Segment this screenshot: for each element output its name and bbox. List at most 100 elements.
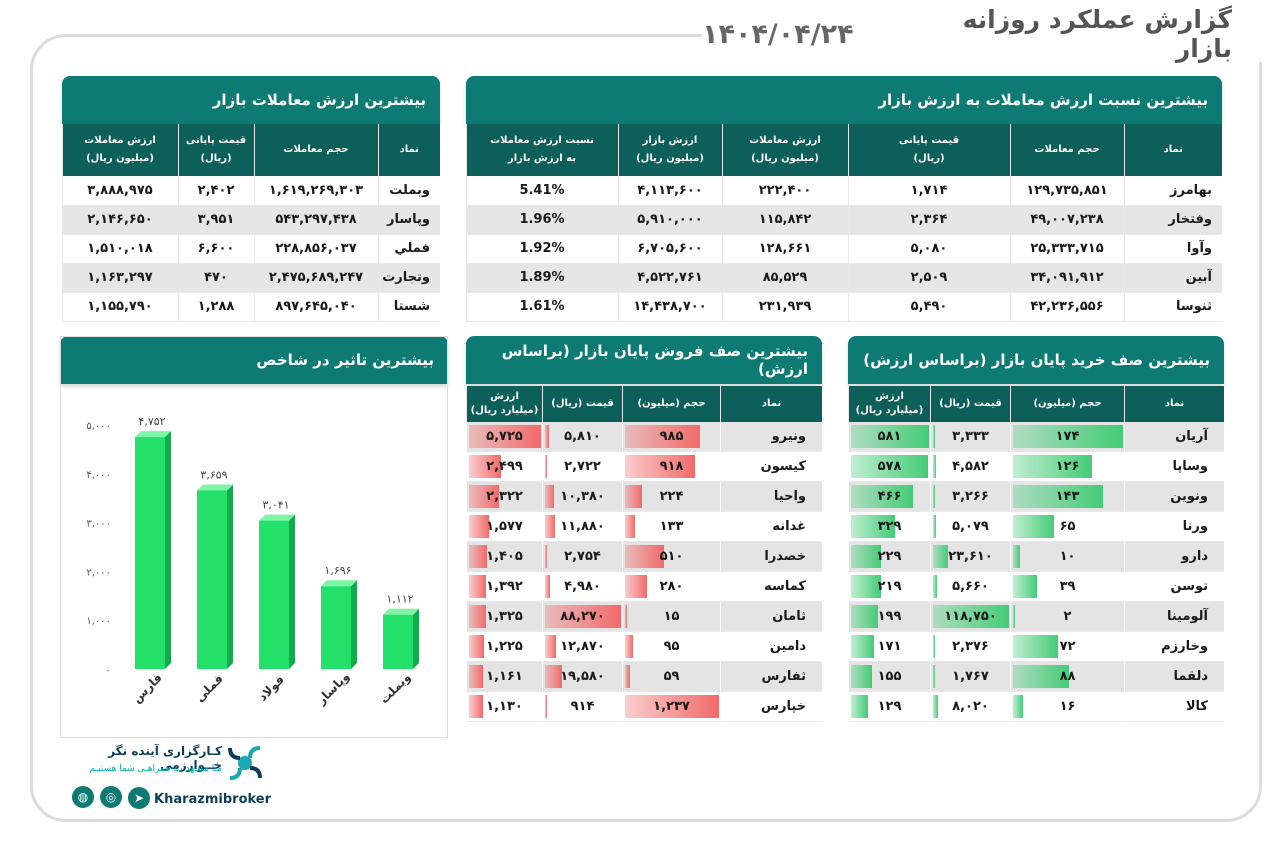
x-category-label: وبملت (377, 670, 414, 707)
top-value-col-header: نماد (377, 124, 440, 176)
bar-top (135, 431, 171, 438)
buy-queue-price-bar (933, 635, 935, 658)
buy-queue-table: نماد حجم (میلیون) قیمت (ریال) ارزش (میلیارد… (848, 386, 1224, 722)
sell-queue-vol-cell: ۹۸۵ (622, 422, 720, 452)
buy-queue-vol-cell: ۶۵ (1010, 512, 1124, 542)
buy-queue-vol-bar (1013, 545, 1020, 568)
sell-queue-val-text: ۱,۱۳۰ (486, 699, 523, 714)
sell-queue-row: دامین ۹۵ ۱۲,۸۷۰ ۱,۲۲۵ (466, 632, 822, 662)
top-value-cell: ۵۴۳,۲۹۷,۴۳۸ (253, 205, 378, 235)
sell-queue-vol-bar (625, 425, 701, 448)
sell-queue-val-text: ۱,۳۹۲ (486, 579, 523, 594)
buy-queue-price-cell: ۲,۳۷۶ (930, 632, 1010, 662)
buy-queue-row: وخارزم ۷۲ ۲,۳۷۶ ۱۷۱ (848, 632, 1224, 662)
sell-queue-val-bar (469, 635, 485, 658)
sell-queue-val-cell: ۱,۱۶۱ (466, 662, 542, 692)
buy-queue-val-bar (851, 425, 929, 448)
sell-queue-price-bar (545, 635, 557, 658)
buy-queue-price-text: ۵,۶۶۰ (952, 579, 989, 594)
buy-queue-price-text: ۳,۲۶۶ (952, 489, 989, 504)
sell-queue-vol-cell: ۲۲۴ (622, 482, 720, 512)
buy-queue-vol-cell: ۱۲۶ (1010, 452, 1124, 482)
sell-queue-vol-cell: ۱۵ (622, 602, 720, 632)
sell-queue-price-text: ۲,۷۵۴ (564, 549, 601, 564)
buy-queue-row: توسن ۳۹ ۵,۶۶۰ ۲۱۹ (848, 572, 1224, 602)
y-tick-label: ۲,۰۰۰ (86, 567, 111, 578)
buy-queue-symbol-text: دلقما (1173, 669, 1208, 684)
top-value-col-header: ارزش معاملات (میلیون ریال) (61, 124, 178, 176)
sell-queue-vol-bar (625, 545, 664, 568)
buy-queue-vol-cell: ۷۲ (1010, 632, 1124, 662)
sell-queue-price-cell: ۱۲,۸۷۰ (542, 632, 622, 662)
buy-queue-price-bar (933, 605, 1009, 628)
buy-queue-title: بیشترین صف خرید پایان بازار (براساس ارزش… (848, 336, 1224, 384)
sell-queue-val-bar (469, 605, 486, 628)
buy-queue-val-cell: ۱۷۱ (848, 632, 930, 662)
sell-queue-vol-bar (625, 515, 636, 538)
sell-queue-val-cell: ۱,۱۳۰ (466, 692, 542, 722)
buy-queue-price-cell: ۵,۰۷۹ (930, 512, 1010, 542)
top-ratio-col-header: ارزش بازار (میلیون ریال) (617, 124, 722, 176)
buy-queue-val-cell: ۵۸۱ (848, 422, 930, 452)
buy-queue-val-cell: ۴۶۶ (848, 482, 930, 512)
company-logo (228, 746, 262, 780)
sell-queue-symbol: ثفارس (720, 662, 822, 692)
buy-queue-symbol-text: آلومینا (1166, 609, 1208, 624)
buy-queue-val-cell: ۲۱۹ (848, 572, 930, 602)
buy-queue-val-text: ۱۲۹ (877, 699, 902, 714)
telegram-icon[interactable]: ➤ (128, 787, 150, 809)
sell-queue-symbol-text: ثفارس (761, 669, 806, 684)
buy-queue-header: نماد حجم (میلیون) قیمت (ریال) ارزش (میلیارد… (848, 386, 1224, 422)
sell-queue-row: کیسون ۹۱۸ ۲,۷۲۲ ۲,۴۹۹ (466, 452, 822, 482)
top-ratio-cell: ۵,۴۹۰ (847, 292, 1010, 322)
sell-queue-symbol: خپارس (720, 692, 822, 722)
top-value-cell: ۱,۶۱۹,۲۶۹,۳۰۳ (253, 176, 378, 206)
sell-queue-price-text: ۱۰,۳۸۰ (560, 489, 605, 504)
impact-title: بیشترین تاثیر در شاخص (60, 336, 448, 384)
sell-queue-row: خصدرا ۵۱۰ ۲,۷۵۴ ۱,۴۰۵ (466, 542, 822, 572)
buy-queue-val-text: ۵۷۸ (877, 459, 902, 474)
sell-queue-vol-text: ۹۸۵ (659, 429, 684, 444)
top-ratio-title: بیشترین نسبت ارزش معاملات به ارزش بازار (466, 76, 1222, 124)
sell-queue-price-text: ۱۱,۸۸۰ (560, 519, 605, 534)
impact-bar (135, 437, 165, 669)
buy-queue-vol-text: ۱۷۴ (1055, 429, 1080, 444)
buy-queue-vol-text: ۸۸ (1059, 669, 1076, 684)
buy-queue-price-cell: ۸,۰۲۰ (930, 692, 1010, 722)
buy-queue-price-text: ۵,۰۷۹ (952, 519, 989, 534)
sell-queue-vol-bar (625, 695, 719, 718)
top-ratio-cell: ۸۵,۵۲۹ (721, 263, 848, 293)
sell-queue-title: بیشترین صف فروش پایان بازار (براساس ارزش… (466, 336, 822, 384)
buy-queue-val-bar (851, 515, 896, 538)
buy-queue-val-bar (851, 635, 874, 658)
top-ratio-cell: ۵,۹۱۰,۰۰۰ (617, 205, 722, 235)
top-ratio-cell: 5.41% (465, 176, 618, 206)
sell-queue-price-bar (545, 665, 562, 688)
buy-queue-val-text: ۱۹۹ (877, 609, 902, 624)
sell-queue-price-bar (545, 485, 555, 508)
sell-queue-val-cell: ۲,۴۹۹ (466, 452, 542, 482)
instagram-icon[interactable]: ◎ (100, 786, 122, 808)
sell-queue-val-cell: ۱,۵۷۷ (466, 512, 542, 542)
buy-queue-price-text: ۲,۳۷۶ (952, 639, 989, 654)
company-slogan: مـا متعـهد بـه همراهـی شما هستیـم (89, 764, 222, 774)
sell-queue-price-cell: ۱۹,۵۸۰ (542, 662, 622, 692)
bar-top (259, 514, 295, 521)
buy-queue-symbol: ونوین (1124, 482, 1224, 512)
top-ratio-cell: ۲۳۱,۹۳۹ (721, 292, 848, 322)
sell-queue-vol-bar (625, 665, 630, 688)
buy-queue-vol-cell: ۱۷۴ (1010, 422, 1124, 452)
brand-text: Kharazmibroker (154, 792, 272, 807)
top-ratio-col-header: ارزش معاملات (میلیون ریال) (721, 124, 848, 176)
y-tick-label: ۰ (106, 665, 111, 676)
buy-queue-row: دارو ۱۰ ۲۳,۶۱۰ ۲۲۹ (848, 542, 1224, 572)
sell-queue-col-header: حجم (میلیون) (622, 386, 720, 422)
top-ratio-row: وفتخار ۴۹,۰۰۷,۲۳۸ ۲,۳۶۴ ۱۱۵,۸۴۲ ۵,۹۱۰,۰۰۰ 1.9… (465, 205, 1222, 235)
web-icon[interactable]: ◍ (72, 786, 94, 808)
buy-queue-symbol-text: وساپا (1172, 459, 1208, 474)
buy-queue-price-cell: ۱۱۸,۷۵۰ (930, 602, 1010, 632)
sell-queue-val-cell: ۲,۳۲۲ (466, 482, 542, 512)
top-ratio-cell: ۵,۰۸۰ (847, 234, 1010, 264)
buy-queue-col-header: حجم (میلیون) (1010, 386, 1124, 422)
buy-queue-val-bar (851, 665, 873, 688)
